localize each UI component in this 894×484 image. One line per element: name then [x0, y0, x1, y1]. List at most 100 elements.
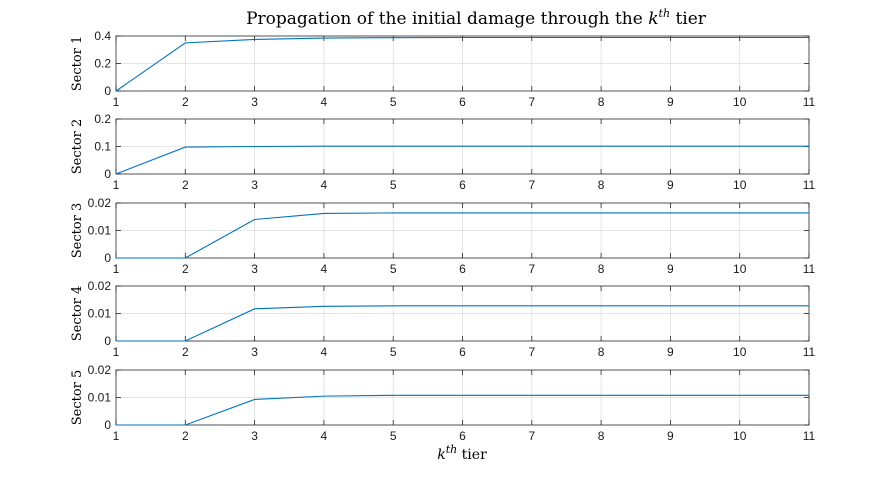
x-tick-label: 6	[459, 95, 466, 109]
x-axis-label-var: k	[437, 447, 445, 463]
series-line-sector-2	[115, 145, 809, 175]
x-tick-label: 4	[321, 95, 328, 109]
x-tick-label: 3	[251, 178, 258, 192]
x-tick-label: 2	[182, 178, 189, 192]
x-tick-label: 6	[459, 429, 466, 443]
x-tick-label: 4	[321, 262, 328, 276]
x-axis-label-suffix: tier	[457, 447, 487, 463]
x-tick-label: 3	[251, 95, 258, 109]
x-tick-label: 10	[733, 429, 747, 443]
x-tick-label: 5	[390, 178, 397, 192]
x-tick-label: 4	[321, 429, 328, 443]
y-tick-label: 0	[104, 251, 111, 265]
y-tick-label: 0.01	[88, 307, 112, 321]
x-tick-label: 5	[390, 429, 397, 443]
chart-title: Propagation of the initial damage throug…	[246, 7, 707, 29]
y-tick-label: 0	[104, 84, 111, 98]
x-tick-label: 3	[251, 429, 258, 443]
axes-box	[115, 35, 810, 92]
y-tick-label: 0.01	[88, 224, 112, 238]
x-tick-label: 10	[733, 95, 747, 109]
x-tick-label: 1	[113, 429, 120, 443]
x-tick-label: 11	[803, 262, 816, 276]
x-tick-label: 2	[182, 95, 189, 109]
x-axis-label-sup: th	[446, 443, 458, 456]
x-tick-label: 9	[667, 429, 674, 443]
x-tick-label: 9	[667, 262, 674, 276]
x-tick-label: 8	[598, 95, 605, 109]
x-tick-label: 5	[390, 262, 397, 276]
axes-box	[115, 285, 810, 342]
chart-title-prefix: Propagation of the initial damage throug…	[246, 9, 648, 29]
x-tick-label: 1	[113, 178, 120, 192]
y-axis-label-sector-3: Sector 3	[70, 203, 85, 259]
x-tick-label: 5	[390, 95, 397, 109]
x-tick-label: 7	[528, 345, 535, 359]
x-tick-label: 2	[182, 262, 189, 276]
x-tick-label: 8	[598, 262, 605, 276]
y-tick-label: 0.02	[88, 196, 112, 210]
x-tick-label: 4	[321, 345, 328, 359]
x-tick-label: 1	[113, 262, 120, 276]
x-tick-label: 2	[182, 429, 189, 443]
y-tick-label: 0	[104, 418, 111, 432]
chart-title-sup: th	[659, 7, 671, 20]
x-tick-label: 6	[459, 345, 466, 359]
chart-title-suffix: tier	[670, 9, 707, 29]
y-tick-label: 0.02	[88, 279, 112, 293]
x-tick-label: 1	[113, 95, 120, 109]
y-tick-label: 0	[104, 167, 111, 181]
x-tick-label: 3	[251, 262, 258, 276]
y-axis-label-sector-1: Sector 1	[70, 36, 85, 92]
series-line-sector-5	[116, 394, 809, 426]
x-tick-label: 11	[803, 178, 816, 192]
axes-box	[115, 202, 810, 259]
y-tick-label: 0.2	[94, 57, 111, 71]
y-axis-label-sector-4: Sector 4	[70, 286, 85, 342]
axes-box	[115, 369, 810, 426]
y-tick-label: 0.1	[94, 140, 111, 154]
x-tick-label: 2	[182, 345, 189, 359]
y-tick-label: 0	[104, 334, 111, 348]
x-tick-label: 4	[321, 178, 328, 192]
x-tick-label: 8	[598, 429, 605, 443]
x-tick-label: 10	[733, 345, 747, 359]
x-tick-label: 11	[803, 345, 816, 359]
series-line-sector-4	[116, 305, 809, 342]
series-line-sector-3	[116, 212, 809, 259]
x-tick-label: 11	[803, 429, 816, 443]
y-axis-label-sector-2: Sector 2	[70, 119, 85, 175]
y-tick-label: 0.02	[88, 363, 112, 377]
y-tick-label: 0.01	[88, 391, 112, 405]
x-axis-label: kth tier	[437, 443, 487, 463]
y-axis-label-sector-5: Sector 5	[70, 370, 85, 426]
x-tick-label: 9	[667, 178, 674, 192]
chart-title-var: k	[648, 9, 658, 29]
x-tick-label: 9	[667, 345, 674, 359]
subplot-sector-1: 1 2 3 4 5 6 7 8 9 10 11 0 0.2 0.4 Sector 1	[70, 29, 816, 109]
x-tick-label: 7	[528, 178, 535, 192]
x-tick-label: 9	[667, 95, 674, 109]
series-line-sector-1	[115, 36, 809, 92]
x-tick-label: 10	[733, 178, 747, 192]
y-tick-label: 0.4	[94, 29, 111, 43]
x-tick-label: 8	[598, 345, 605, 359]
x-tick-label: 1	[113, 345, 120, 359]
x-tick-label: 7	[528, 429, 535, 443]
subplot-sector-2: 1 2 3 4 5 6 7 8 9 10 11 0 0.1 0.2 Sector 2	[70, 112, 816, 192]
x-tick-label: 7	[528, 95, 535, 109]
y-tick-label: 0.2	[94, 112, 111, 126]
x-tick-label: 6	[459, 178, 466, 192]
x-tick-label: 11	[803, 95, 816, 109]
x-tick-label: 5	[390, 345, 397, 359]
x-tick-label: 6	[459, 262, 466, 276]
x-tick-label: 10	[733, 262, 747, 276]
x-tick-label: 3	[251, 345, 258, 359]
x-tick-label: 8	[598, 178, 605, 192]
x-tick-label: 7	[528, 262, 535, 276]
